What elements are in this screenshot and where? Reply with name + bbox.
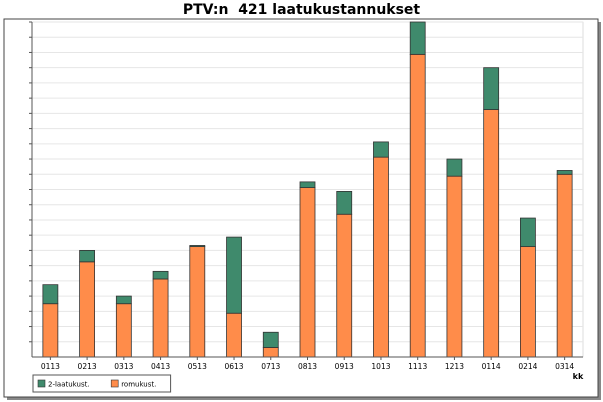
x-tick-label: 0513 bbox=[188, 362, 207, 371]
x-tick-label: 0813 bbox=[298, 362, 317, 371]
legend bbox=[32, 374, 172, 393]
x-tick-label: 0114 bbox=[482, 362, 501, 371]
x-tick-label: 1113 bbox=[408, 362, 427, 371]
legend-label: romukust. bbox=[121, 381, 156, 389]
bar-segment-romukust-0114 bbox=[483, 109, 500, 358]
bar-segment-2-laatukust-1013 bbox=[373, 141, 389, 158]
bar-segment-romukust-0313 bbox=[115, 303, 132, 358]
bar-segment-romukust-0213 bbox=[79, 261, 95, 358]
bar-segment-2-laatukust-1213 bbox=[446, 158, 463, 177]
legend-label: 2-laatukust. bbox=[48, 381, 90, 389]
bar-segment-romukust-0913 bbox=[336, 213, 353, 358]
bar-segment-romukust-0314 bbox=[556, 173, 573, 358]
x-tick-label: 0913 bbox=[335, 362, 354, 371]
bar-segment-romukust-0613 bbox=[226, 312, 242, 358]
bar-segment-romukust-1013 bbox=[373, 156, 389, 358]
legend-swatch bbox=[110, 379, 119, 388]
bar-segment-2-laatukust-1113 bbox=[409, 21, 426, 55]
bar-segment-2-laatukust-0613 bbox=[226, 236, 242, 314]
x-tick-label: 0314 bbox=[555, 362, 574, 371]
x-tick-label: 0113 bbox=[41, 362, 60, 371]
x-tick-label: 0713 bbox=[261, 362, 280, 371]
bar-segment-romukust-0513 bbox=[189, 246, 206, 358]
bar-segment-romukust-0813 bbox=[299, 187, 316, 358]
chart-title: PTV:n 421 laatukustannukset bbox=[182, 2, 421, 18]
bar-segment-romukust-0214 bbox=[520, 246, 536, 358]
bar-segment-2-laatukust-0313 bbox=[115, 295, 132, 305]
x-tick-label: 0213 bbox=[78, 362, 97, 371]
x-tick-label: 0613 bbox=[224, 362, 243, 371]
x-tick-label: 1013 bbox=[371, 362, 390, 371]
bar-segment-2-laatukust-0314 bbox=[556, 170, 573, 175]
bar-segment-2-laatukust-0114 bbox=[483, 67, 500, 110]
x-tick-label: 1213 bbox=[445, 362, 464, 371]
bar-segment-romukust-0113 bbox=[42, 303, 59, 358]
bar-segment-2-laatukust-0913 bbox=[336, 191, 353, 215]
bar-segment-2-laatukust-0113 bbox=[42, 284, 59, 305]
bar-segment-2-laatukust-0813 bbox=[299, 181, 316, 188]
bar-segment-2-laatukust-0513 bbox=[189, 245, 206, 248]
x-tick-label: 0214 bbox=[518, 362, 537, 371]
legend-swatch bbox=[37, 379, 46, 388]
bar-segment-romukust-1113 bbox=[409, 53, 426, 358]
x-tick-label: 0313 bbox=[114, 362, 133, 371]
bar-segment-2-laatukust-0213 bbox=[79, 250, 95, 263]
bar-segment-2-laatukust-0413 bbox=[152, 270, 169, 280]
bar-segment-2-laatukust-0214 bbox=[520, 217, 536, 248]
bar-segment-romukust-0413 bbox=[152, 278, 169, 358]
x-axis-label: kk bbox=[573, 372, 584, 381]
bar-segment-2-laatukust-0713 bbox=[262, 331, 279, 348]
x-tick-label: 0413 bbox=[151, 362, 170, 371]
bar-segment-romukust-0713 bbox=[262, 347, 279, 358]
bar-segment-romukust-1213 bbox=[446, 175, 463, 358]
